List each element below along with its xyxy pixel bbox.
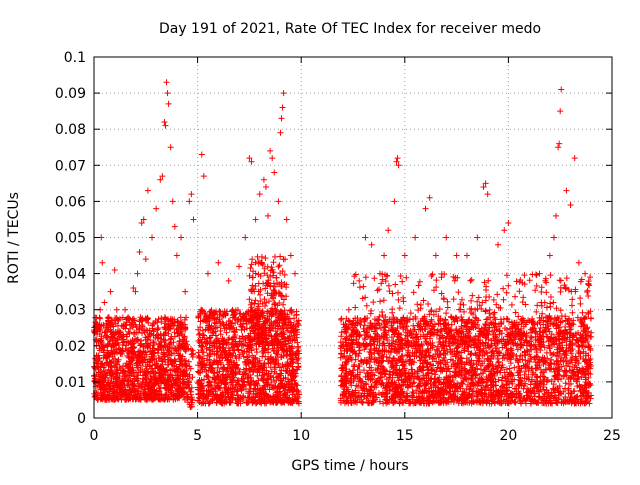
data-point [357,347,363,353]
data-point [272,254,278,260]
data-point [339,316,345,322]
data-point [400,326,406,332]
data-point [247,265,253,271]
data-point [383,400,389,406]
data-point [155,325,161,331]
data-point [249,282,255,288]
data-point [277,254,283,260]
data-point [262,255,268,261]
data-point [249,256,255,262]
data-point [588,330,594,336]
data-point [248,288,254,294]
data-point [282,256,288,262]
data-point [360,400,366,406]
data-point [196,369,202,375]
data-point [97,315,103,321]
data-point [295,345,301,351]
data-point [189,351,195,357]
data-point [559,319,565,325]
data-point [255,254,261,260]
data-point [563,380,569,386]
data-point [167,337,173,343]
data-point [97,316,103,322]
data-point [496,359,502,365]
data-point [276,262,282,268]
data-point [275,264,281,270]
data-point [375,317,381,323]
data-point [288,308,294,314]
data-point [137,342,143,348]
data-point [257,292,263,298]
data-point [523,368,529,374]
